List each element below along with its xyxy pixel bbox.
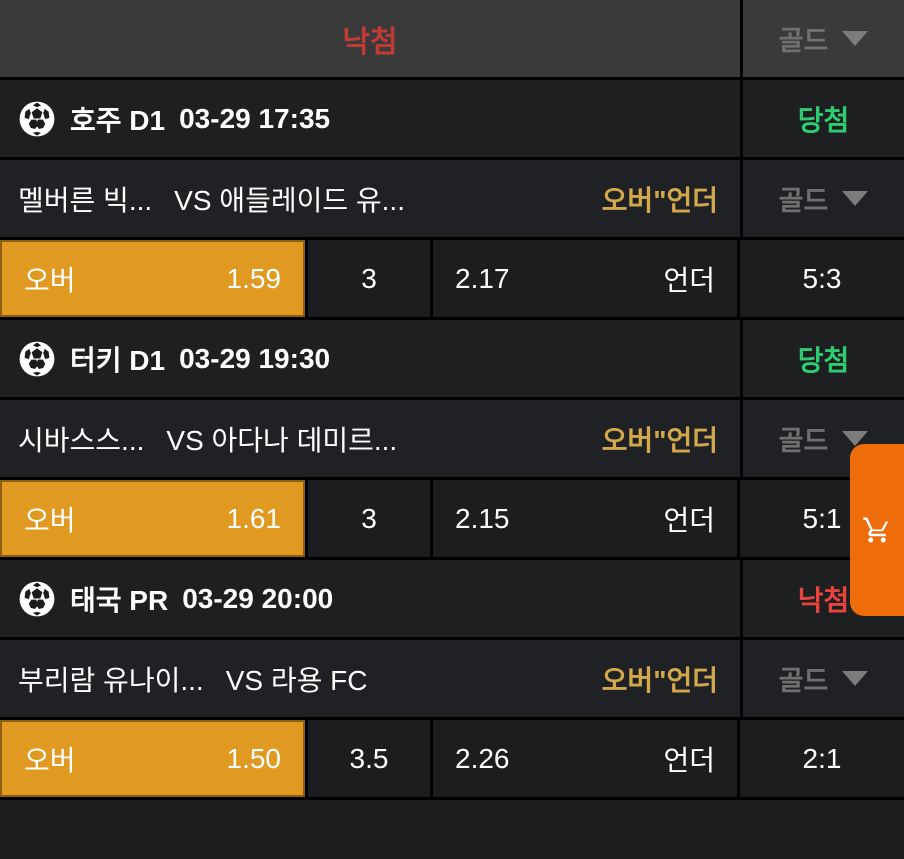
match-result-badge: 낙첨 xyxy=(740,560,904,637)
alt-label: 언더 xyxy=(663,264,715,296)
match-list: 호주 D1 03-29 17:35 당첨 멜버른 빅... VS 애들레이드 유... 오… xyxy=(0,80,904,800)
match-datetime: 03-29 17:35 xyxy=(179,102,331,134)
bet-type-label: 오버"언더 xyxy=(601,184,718,216)
slip-grade-label: 골드 xyxy=(778,26,829,56)
match-grade-label: 골드 xyxy=(778,666,829,696)
pick-odds: 1.61 xyxy=(226,502,282,534)
bet-type-label: 오버"언더 xyxy=(601,664,718,696)
home-team-name: 시바스스... xyxy=(18,424,145,456)
match-result-badge: 당첨 xyxy=(740,80,904,157)
teams-info: 시바스스... VS 아다나 데미르... 오버"언더 xyxy=(0,400,740,477)
teams-info: 부리람 유나이... VS 라용 FC 오버"언더 xyxy=(0,640,740,717)
alt-odds: 2.15 xyxy=(455,502,510,534)
alt-odds: 2.26 xyxy=(455,742,510,774)
away-team-name: VS 라용 FC xyxy=(225,664,368,696)
odds-row: 오버 1.50 3.5 2.26 언더 2:1 xyxy=(0,720,904,800)
away-team-name: VS 애들레이드 유... xyxy=(174,184,405,216)
league-row: 터키 D1 03-29 19:30 당첨 xyxy=(0,320,904,400)
final-score: 2:1 xyxy=(737,720,904,797)
home-team-name: 부리람 유나이... xyxy=(18,664,204,696)
teams-info: 멜버른 빅... VS 애들레이드 유... 오버"언더 xyxy=(0,160,740,237)
betslip-cart-button[interactable] xyxy=(850,444,904,616)
match-grade-selector[interactable]: 골드 xyxy=(740,640,904,717)
shopping-cart-icon xyxy=(863,517,889,543)
pick-odds: 1.50 xyxy=(226,742,282,774)
alt-label: 언더 xyxy=(663,504,715,536)
away-team-name: VS 아다나 데미르... xyxy=(166,424,398,456)
slip-header: 낙첨 골드 xyxy=(0,0,904,80)
league-name: 터키 D1 xyxy=(70,344,166,376)
handicap-line: 3 xyxy=(305,240,430,317)
selected-pick-cell[interactable]: 오버 1.50 xyxy=(0,720,305,797)
pick-label: 오버 xyxy=(24,744,76,776)
league-name: 호주 D1 xyxy=(70,104,166,136)
pick-odds: 1.59 xyxy=(226,262,282,294)
match-grade-selector[interactable]: 골드 xyxy=(740,160,904,237)
slip-grade-selector[interactable]: 골드 xyxy=(740,0,904,77)
match-datetime: 03-29 20:00 xyxy=(182,582,334,614)
league-info: 태국 PR 03-29 20:00 xyxy=(0,560,740,637)
alt-odds: 2.17 xyxy=(455,262,510,294)
league-row: 호주 D1 03-29 17:35 당첨 xyxy=(0,80,904,160)
match-datetime: 03-29 19:30 xyxy=(179,342,331,374)
match-grade-label: 골드 xyxy=(778,186,829,216)
league-name: 태국 PR xyxy=(70,584,169,616)
teams-row: 멜버른 빅... VS 애들레이드 유... 오버"언더 골드 xyxy=(0,160,904,240)
final-score: 5:3 xyxy=(737,240,904,317)
league-row: 태국 PR 03-29 20:00 낙첨 xyxy=(0,560,904,640)
match-grade-label: 골드 xyxy=(778,426,829,456)
pick-label: 오버 xyxy=(24,264,76,296)
chevron-down-icon xyxy=(842,671,869,686)
pick-label: 오버 xyxy=(24,504,76,536)
soccer-ball-icon xyxy=(19,101,55,136)
league-info: 터키 D1 03-29 19:30 xyxy=(0,320,740,397)
odds-row: 오버 1.61 3 2.15 언더 5:1 xyxy=(0,480,904,560)
chevron-down-icon xyxy=(842,31,869,46)
final-score: 5:1 xyxy=(737,480,904,557)
teams-row: 부리람 유나이... VS 라용 FC 오버"언더 골드 xyxy=(0,640,904,720)
chevron-down-icon xyxy=(842,431,869,446)
chevron-down-icon xyxy=(842,191,869,206)
selected-pick-cell[interactable]: 오버 1.59 xyxy=(0,240,305,317)
alternate-pick-cell[interactable]: 2.15 언더 xyxy=(430,480,737,557)
teams-row: 시바스스... VS 아다나 데미르... 오버"언더 골드 xyxy=(0,400,904,480)
alt-label: 언더 xyxy=(663,744,715,776)
soccer-ball-icon xyxy=(19,341,55,376)
handicap-line: 3.5 xyxy=(305,720,430,797)
match-result-badge: 당첨 xyxy=(740,320,904,397)
slip-status-badge: 낙첨 xyxy=(342,25,398,59)
selected-pick-cell[interactable]: 오버 1.61 xyxy=(0,480,305,557)
home-team-name: 멜버른 빅... xyxy=(18,184,153,216)
odds-row: 오버 1.59 3 2.17 언더 5:3 xyxy=(0,240,904,320)
alternate-pick-cell[interactable]: 2.17 언더 xyxy=(430,240,737,317)
bet-type-label: 오버"언더 xyxy=(601,424,718,456)
soccer-ball-icon xyxy=(19,581,55,616)
handicap-line: 3 xyxy=(305,480,430,557)
alternate-pick-cell[interactable]: 2.26 언더 xyxy=(430,720,737,797)
match-grade-selector[interactable]: 골드 xyxy=(740,400,904,477)
league-info: 호주 D1 03-29 17:35 xyxy=(0,80,740,157)
